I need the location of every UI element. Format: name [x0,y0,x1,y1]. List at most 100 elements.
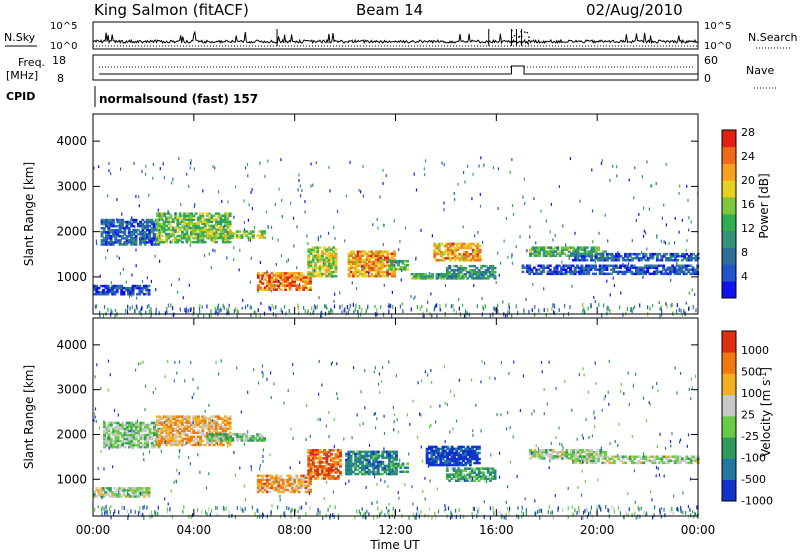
echo-cell [165,419,168,422]
echo-cell [382,168,384,172]
echo-cell [100,218,104,222]
echo-cell [497,309,499,314]
echo-cell [162,427,166,430]
echo-cell [93,288,96,292]
echo-cell [114,241,118,244]
echo-cell [129,487,133,490]
echo-cell [354,466,358,470]
echo-cell [188,184,190,188]
echo-cell [446,459,450,463]
echo-cell [105,443,109,447]
echo-cell [403,466,407,469]
echo-cell [361,254,365,257]
echo-cell [307,266,311,270]
echo-cell [481,273,483,277]
echo-cell [194,421,198,424]
echo-cell [150,421,154,425]
echo-cell [691,270,695,274]
echo-cell [475,455,479,459]
echo-cell [224,230,228,233]
echo-cell [317,238,319,242]
echo-cell [300,482,303,486]
echo-cell [318,274,322,278]
echo-cell [189,243,191,247]
echo-cell [302,288,306,291]
echo-cell [300,474,303,478]
echo-cell [479,192,481,196]
echo-cell [552,303,554,308]
echo-cell [617,457,621,460]
echo-cell [576,250,580,253]
echo-cell [256,474,260,478]
echo-cell [637,252,641,256]
echo-cell [303,305,305,310]
echo-cell [249,439,253,442]
echo-cell [390,274,394,278]
echo-cell [377,254,380,257]
echo-cell [162,429,166,432]
echo-cell [325,451,329,454]
echo-cell [656,382,658,385]
echo-cell [171,415,175,418]
echo-cell [145,286,149,290]
echo-cell [307,274,311,278]
echo-cell [474,248,477,252]
echo-cell [486,471,490,474]
echo-cell [192,232,196,236]
echo-cell [688,387,690,391]
echo-cell [236,314,238,318]
echo-cell [604,451,607,454]
echo-cell [347,274,351,278]
echo-cell [123,429,127,433]
echo-cell [486,477,490,480]
echo-cell [322,261,324,265]
echo-cell [494,307,496,312]
echo-cell [330,252,333,255]
echo-cell [222,303,224,308]
echo-cell [194,224,198,228]
echo-cell [642,255,646,258]
echo-cell [279,476,283,480]
echo-cell [370,452,373,456]
echo-cell [311,258,315,262]
echo-cell [470,475,474,478]
echo-cell [464,449,468,453]
echo-cell [680,268,684,271]
echo-cell [212,226,216,230]
echo-cell [377,266,380,270]
echo-cell [347,472,351,476]
echo-cell [462,252,466,256]
echo-cell [450,473,454,476]
echo-cell [560,266,563,269]
echo-cell [377,270,380,274]
echo-cell [560,270,563,274]
echo-cell [233,215,235,219]
echo-cell [113,487,117,490]
echo-cell [462,459,465,463]
echo-cell [217,305,219,310]
echo-cell [529,451,532,454]
echo-cell [352,260,355,264]
echo-cell [449,252,453,256]
echo-cell [203,443,207,447]
echo-cell [318,258,322,262]
echo-cell [388,468,392,472]
echo-cell [153,445,156,449]
echo-cell [393,270,396,274]
echo-cell [187,429,191,432]
echo-cell [356,260,360,264]
echo-cell [587,270,591,274]
echo-cell [125,439,129,443]
echo-cell [314,457,317,460]
echo-cell [165,431,168,435]
echo-cell [281,278,285,281]
echo-cell [555,436,557,440]
echo-cell [150,445,154,449]
echo-cell [363,258,367,262]
echo-cell [128,429,131,433]
echo-cell [102,237,106,240]
echo-cell [686,184,688,188]
echo-cell [125,239,129,242]
echo-cell [157,445,161,449]
echo-cell [591,272,595,276]
